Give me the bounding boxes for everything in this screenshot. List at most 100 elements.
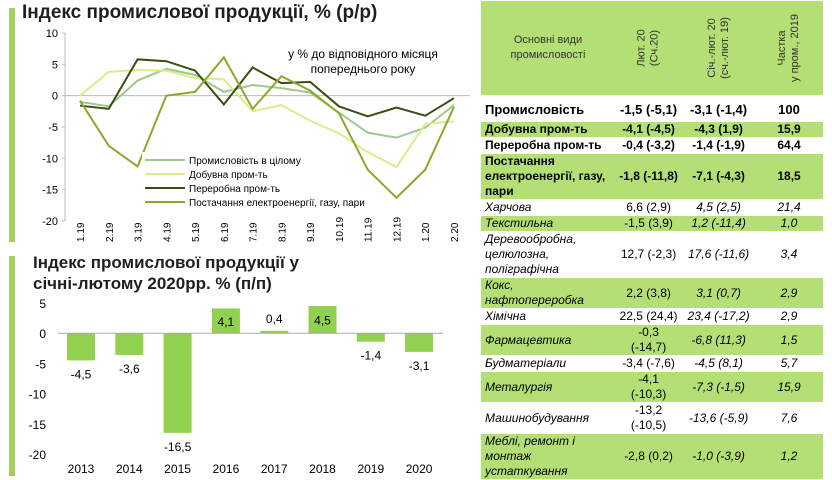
data-label: -1,4 (360, 349, 381, 363)
legend-box (142, 152, 327, 210)
cell-c3: 3,4 (755, 232, 823, 277)
x-tick-label: 2016 (213, 462, 240, 476)
cell-c2: 17,6 (-11,6) (682, 232, 756, 277)
x-tick-label: 2.20 (450, 222, 461, 242)
bar-2013 (67, 333, 95, 361)
table-row: Кокс, нафтопереробка 2,2 (3,8) 3,1 (0,7) 2,… (481, 278, 823, 308)
legend-label: Постачання електроенергії, газу, пари (189, 198, 365, 209)
cell-name: Деревообробна, целюлозна, поліграфічна (481, 232, 615, 277)
cell-name: Меблі, ремонт і монтаж устаткування (481, 434, 615, 479)
cell-c1: 12,7 (-2,3) (614, 232, 683, 277)
accent-bar-top (9, 8, 15, 242)
cell-c3: 15,9 (755, 122, 823, 137)
y-tick-label: -10 (42, 153, 58, 165)
cell-c2: -13,6 (-5,9) (682, 403, 756, 433)
table-row: Добувна пром-ть -4,1 (-4,5) -4,3 (1,9) 15,9 (481, 122, 823, 137)
x-tick-label: 5.19 (191, 222, 202, 242)
cell-c2: -7,1 (-4,3) (682, 154, 756, 199)
cell-c1: -2,8 (0,2) (614, 434, 683, 479)
table-row: Меблі, ремонт і монтаж устаткування -2,8 … (481, 434, 823, 479)
cell-c1: -1,5 (-5,1) (614, 96, 683, 121)
bar-chart: 5 0 -5 -10 -15 -20 -4,5 2013 -3,6 2014 -16,5 2015 4,… (29, 297, 443, 476)
cell-name: Текстильна (481, 216, 615, 231)
data-label: 0,4 (266, 312, 283, 326)
header-name: Основні види промисловості (481, 1, 615, 95)
y-tick-label: 5 (39, 297, 46, 311)
cell-c2: 3,1 (0,7) (682, 278, 756, 308)
cell-name: Переробна пром-ть (481, 138, 615, 153)
bar-2016 (211, 308, 240, 334)
series-line-0 (79, 67, 455, 139)
x-tick-label: 1.19 (76, 222, 87, 242)
header-share: Частка у пром., 2019 (755, 1, 823, 95)
cell-c3: 100 (755, 96, 823, 121)
cell-c3: 2,9 (755, 278, 823, 308)
bar-2014 (115, 333, 144, 355)
cell-c1: -1,8 (-11,8) (614, 154, 683, 199)
cell-c2: -3,1 (-1,4) (682, 96, 756, 121)
cell-c2: 1,2 (-11,4) (682, 216, 756, 231)
x-tick-label: 2020 (406, 462, 433, 476)
x-tick-label: 2015 (164, 462, 191, 476)
y-tick-label: 5 (52, 59, 58, 71)
x-tick-label: 8.19 (277, 222, 288, 242)
cell-name: Промисловість (481, 96, 615, 121)
y-tick-label: -10 (29, 388, 47, 402)
cell-c3: 15,9 (755, 372, 823, 402)
y-tick-label: 0 (39, 327, 46, 341)
cell-name: Кокс, нафтопереробка (481, 278, 615, 308)
cell-name: Металургія (481, 372, 615, 402)
cell-name: Хімічна (481, 309, 615, 324)
cell-c3: 1,2 (755, 434, 823, 479)
legend-label: Переробна пром-ть (189, 183, 280, 195)
x-tick-label: 2014 (116, 462, 143, 476)
x-tick-label: 2013 (68, 462, 95, 476)
cell-c1: -0,3 (-14,7) (614, 325, 683, 355)
y-tick-label: -20 (29, 448, 47, 462)
cell-c2: -1,0 (-3,9) (682, 434, 756, 479)
cell-name: Харчова (481, 200, 615, 215)
cell-c1: -1,5 (3,9) (614, 216, 683, 231)
x-tick-label: 2018 (309, 462, 336, 476)
table-row: Харчова 6,6 (2,9) 4,5 (2,5) 21,4 (481, 200, 823, 215)
chart-annotation: у % до відповідного місяця (288, 47, 438, 61)
data-label: -16,5 (164, 440, 192, 454)
industry-table: Основні види промисловості Лют. 20 (Сч.2… (481, 0, 823, 480)
y-tick-label: -15 (29, 418, 47, 432)
cell-c1: 2,2 (3,8) (614, 278, 683, 308)
x-tick-label: 7.19 (249, 222, 260, 242)
x-tick-label: 2019 (357, 462, 384, 476)
bar-2015 (163, 333, 192, 433)
x-tick-label: 2017 (261, 462, 288, 476)
cell-c2: -1,4 (-1,9) (682, 138, 756, 153)
x-tick-label: 2.19 (105, 222, 116, 242)
cell-c3: 7,6 (755, 403, 823, 433)
table-row: Хімічна 22,5 (24,4) 23,4 (-17,2) 2,9 (481, 309, 823, 324)
y-tick-label: -20 (42, 216, 58, 228)
chart-annotation: попереднього року (311, 62, 416, 76)
x-tick-label: 12.19 (392, 217, 403, 242)
cell-c3: 2,9 (755, 309, 823, 324)
legend-label: Добувна пром-ть (189, 169, 268, 181)
cell-c2: -6,8 (11,3) (682, 325, 756, 355)
cell-c1: -0,4 (-3,2) (614, 138, 683, 153)
table-row: Текстильна -1,5 (3,9) 1,2 (-11,4) 1,0 (481, 216, 823, 231)
cell-name: Будматеріали (481, 356, 615, 371)
data-label: 4,5 (314, 314, 331, 328)
table-row: Фармацевтика -0,3 (-14,7) -6,8 (11,3) 1,5 (481, 325, 823, 355)
cell-name: Добувна пром-ть (481, 122, 615, 137)
x-tick-label: 10.19 (335, 217, 346, 242)
cell-c3: 18,5 (755, 154, 823, 199)
data-label: -3,6 (119, 362, 140, 376)
cell-c3: 1,0 (755, 216, 823, 231)
y-tick-label: -5 (48, 122, 58, 134)
cell-c3: 21,4 (755, 200, 823, 215)
cell-c1: 22,5 (24,4) (614, 309, 683, 324)
bar-chart-title-line1: Індекс промислової продукції у (33, 253, 299, 272)
cell-c1: -4,1 (-10,3) (614, 372, 683, 402)
cell-c2: -7,3 (-1,5) (682, 372, 756, 402)
legend-label: Промисловість в цілому (189, 156, 301, 167)
line-chart-title: Індекс промислової продукції, % (р/р) (22, 2, 378, 23)
y-tick-label: -15 (42, 185, 58, 197)
x-tick-label: 11.19 (364, 217, 375, 242)
